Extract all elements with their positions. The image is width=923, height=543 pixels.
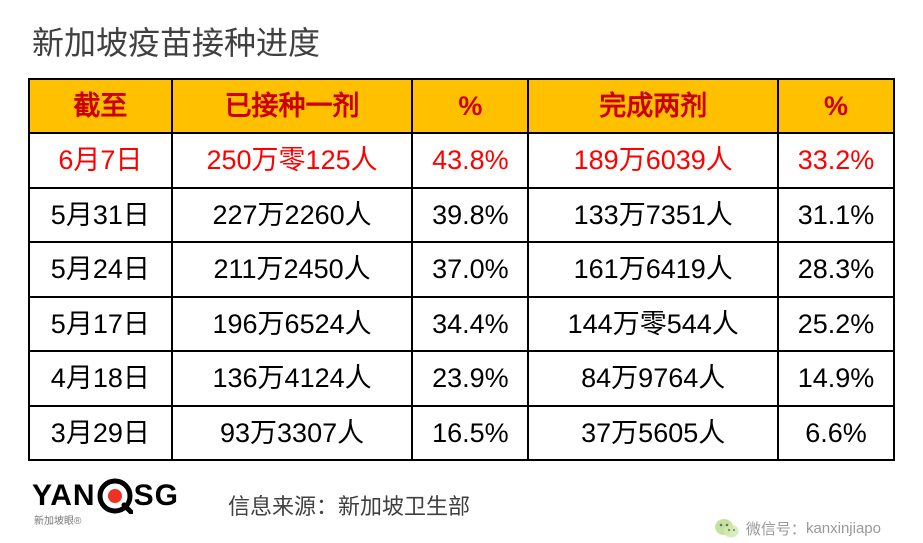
- table-cell: 5月17日: [29, 297, 172, 351]
- table-cell: 6月7日: [29, 133, 172, 187]
- table-cell: 133万7351人: [528, 188, 778, 242]
- wechat-watermark: 微信号：kanxinjiapo: [714, 517, 881, 539]
- table-header-cell: 完成两剂: [528, 79, 778, 133]
- table-cell: 6.6%: [778, 406, 894, 460]
- table-header-cell: %: [778, 79, 894, 133]
- page-title: 新加坡疫苗接种进度: [32, 18, 895, 64]
- logo-right: SG: [134, 479, 179, 513]
- table-row: 5月31日227万2260人39.8%133万7351人31.1%: [29, 188, 894, 242]
- table-cell: 14.9%: [778, 351, 894, 405]
- eye-icon: [97, 478, 133, 514]
- table-cell: 144万零544人: [528, 297, 778, 351]
- table-cell: 250万零125人: [172, 133, 413, 187]
- table-cell: 23.9%: [412, 351, 528, 405]
- table-cell: 37万5605人: [528, 406, 778, 460]
- table-cell: 39.8%: [412, 188, 528, 242]
- vaccination-table: 截至已接种一剂%完成两剂% 6月7日250万零125人43.8%189万6039…: [28, 78, 895, 461]
- table-cell: 43.8%: [412, 133, 528, 187]
- table-cell: 189万6039人: [528, 133, 778, 187]
- wechat-label: 微信号：: [746, 518, 806, 539]
- table-cell: 5月31日: [29, 188, 172, 242]
- table-cell: 196万6524人: [172, 297, 413, 351]
- table-row: 4月18日136万4124人23.9%84万9764人14.9%: [29, 351, 894, 405]
- table-cell: 3月29日: [29, 406, 172, 460]
- logo-left: YAN: [32, 479, 96, 513]
- table-cell: 211万2450人: [172, 242, 413, 296]
- table-cell: 4月18日: [29, 351, 172, 405]
- source-text: 信息来源：新加坡卫生部: [228, 489, 470, 521]
- table-cell: 28.3%: [778, 242, 894, 296]
- table-row: 3月29日93万3307人16.5%37万5605人6.6%: [29, 406, 894, 460]
- table-cell: 161万6419人: [528, 242, 778, 296]
- table-cell: 227万2260人: [172, 188, 413, 242]
- table-header-cell: %: [412, 79, 528, 133]
- table-cell: 5月24日: [29, 242, 172, 296]
- table-cell: 37.0%: [412, 242, 528, 296]
- table-header-row: 截至已接种一剂%完成两剂%: [29, 79, 894, 133]
- table-cell: 136万4124人: [172, 351, 413, 405]
- source-label: 信息来源：: [228, 494, 338, 519]
- table-header-cell: 截至: [29, 79, 172, 133]
- wechat-id: kanxinjiapo: [806, 520, 881, 537]
- footer: YAN SG 新加坡眼® 信息来源：新加坡卫生部: [28, 479, 895, 539]
- table-cell: 25.2%: [778, 297, 894, 351]
- table-cell: 16.5%: [412, 406, 528, 460]
- table-cell: 93万3307人: [172, 406, 413, 460]
- table-row: 5月24日211万2450人37.0%161万6419人28.3%: [29, 242, 894, 296]
- table-header-cell: 已接种一剂: [172, 79, 413, 133]
- table-row: 5月17日196万6524人34.4%144万零544人25.2%: [29, 297, 894, 351]
- table-cell: 84万9764人: [528, 351, 778, 405]
- table-cell: 31.1%: [778, 188, 894, 242]
- source-value: 新加坡卫生部: [338, 494, 470, 519]
- brand-logo: YAN SG 新加坡眼®: [32, 475, 179, 529]
- wechat-icon: [714, 517, 740, 539]
- table-cell: 33.2%: [778, 133, 894, 187]
- table-cell: 34.4%: [412, 297, 528, 351]
- table-row: 6月7日250万零125人43.8%189万6039人33.2%: [29, 133, 894, 187]
